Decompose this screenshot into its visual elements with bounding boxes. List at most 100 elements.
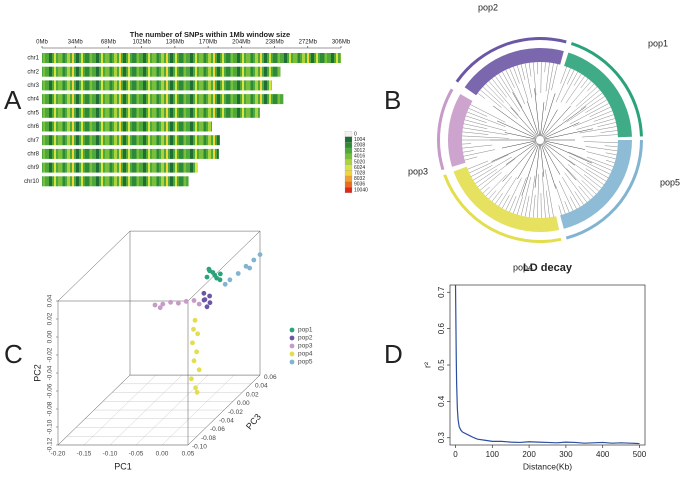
point <box>191 326 196 332</box>
y-tick-label: -0.08 <box>47 401 54 416</box>
clade-ring <box>565 140 643 240</box>
point <box>157 305 163 311</box>
plot-frame <box>449 284 646 446</box>
chromosome-bar <box>42 66 281 77</box>
branch <box>528 175 536 218</box>
point <box>201 290 207 296</box>
branch <box>573 110 613 127</box>
point <box>251 257 257 263</box>
branch <box>581 180 597 195</box>
box-edge <box>187 374 261 446</box>
branch <box>498 177 517 207</box>
panel-c: -0.20 -0.15 -0.10 -0.05 0.00 0.05-0.10-0.08-0… <box>32 230 313 471</box>
point <box>191 298 197 303</box>
chromosome-bar <box>42 148 219 159</box>
branch <box>551 63 558 91</box>
branch <box>569 196 577 209</box>
y-tick-label: -0.12 <box>47 437 54 452</box>
branch <box>491 176 512 202</box>
branch <box>587 83 595 92</box>
branch <box>517 65 529 101</box>
branch <box>585 146 618 152</box>
point <box>195 331 201 337</box>
branch <box>544 62 546 73</box>
branch <box>462 127 508 136</box>
point <box>189 376 194 382</box>
branch <box>473 156 512 181</box>
point <box>207 300 213 306</box>
legend-swatch <box>344 175 353 182</box>
branch <box>465 115 487 123</box>
point <box>192 317 198 323</box>
branch <box>583 141 618 143</box>
branch <box>555 184 566 214</box>
branch <box>585 168 607 182</box>
x-axis-label: Distance(Kb) <box>523 461 572 471</box>
y-tick-label: -0.06 <box>47 383 54 398</box>
y-tick-label: 0.4 <box>437 395 446 407</box>
branch <box>464 119 507 132</box>
branch <box>477 158 516 188</box>
point <box>227 277 233 283</box>
branch <box>509 68 525 105</box>
point <box>168 299 174 305</box>
branch <box>540 62 542 94</box>
branch <box>491 141 537 162</box>
clade-label: pop1 <box>648 38 668 48</box>
chromosome-bar <box>42 107 260 118</box>
branch <box>558 180 574 211</box>
branch <box>545 63 554 111</box>
x-tick-label: 238Mb <box>265 40 284 46</box>
branch <box>462 131 489 135</box>
point <box>204 274 210 280</box>
branch <box>495 76 521 112</box>
branch <box>564 172 588 203</box>
branch <box>510 107 538 138</box>
legend-swatch <box>344 187 353 193</box>
branch <box>560 71 578 103</box>
panel-letter: D <box>384 339 403 369</box>
point <box>222 281 228 287</box>
branch <box>542 105 571 138</box>
branch <box>462 144 493 149</box>
x-tick-label: 200 <box>522 450 536 459</box>
legend-label: 9036 <box>354 182 365 188</box>
point <box>194 389 200 395</box>
panel-b: pop1 pop2 pop3 pop4 pop5 <box>408 2 680 272</box>
branch <box>573 73 582 86</box>
z-tick-label: 0.04 <box>255 383 268 390</box>
branch <box>540 102 545 137</box>
branch <box>463 123 488 129</box>
branch <box>504 132 537 140</box>
legend-swatch <box>344 181 353 188</box>
branch <box>542 171 546 218</box>
branch <box>543 140 586 150</box>
panel-d: LD decay 0 100 200 300 400 500 0.3 0.4 0.5 0.6 0.7 D… <box>422 262 646 471</box>
x-tick-label: -0.15 <box>77 451 92 458</box>
clade-ring <box>455 36 567 83</box>
chromosome-bar <box>42 162 198 173</box>
branch <box>586 156 614 167</box>
legend-label: pop5 <box>298 359 313 366</box>
branch <box>543 142 575 166</box>
branch <box>555 68 571 103</box>
legend-swatch <box>344 147 353 154</box>
branch <box>534 143 540 188</box>
y-tick-label: chr1 <box>27 56 39 62</box>
branch <box>534 88 540 137</box>
x-axis-label: PC1 <box>114 461 132 471</box>
legend-label: pop1 <box>298 327 313 334</box>
clade-band <box>560 140 632 229</box>
branch <box>533 62 537 96</box>
y-tick-label: chr5 <box>27 110 39 116</box>
branch <box>513 66 520 84</box>
clade-band <box>564 52 632 138</box>
y-tick-label: 0.02 <box>47 312 54 325</box>
legend-marker <box>289 351 295 357</box>
y-tick-label: chr4 <box>27 97 39 103</box>
branch <box>469 154 509 174</box>
y-tick-label: -0.04 <box>47 365 54 380</box>
branch <box>580 78 589 89</box>
clade-label: pop2 <box>478 2 498 12</box>
line <box>454 284 640 445</box>
